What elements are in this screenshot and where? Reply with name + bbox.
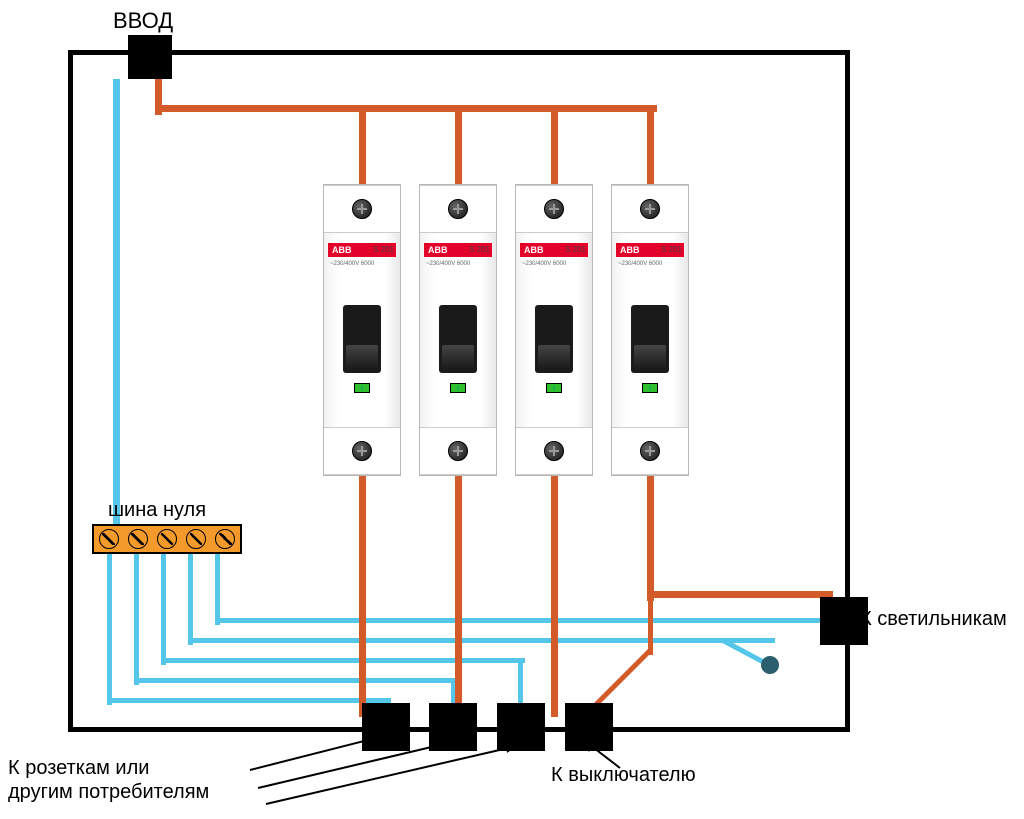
- label-lights: К светильникам: [860, 607, 1007, 631]
- label-input: ВВОД: [113, 8, 173, 34]
- breaker-status-indicator: [546, 383, 562, 393]
- breaker-status-indicator: [450, 383, 466, 393]
- breaker-toggle-slot[interactable]: [535, 305, 573, 373]
- label-busbar: шина нуля: [108, 498, 206, 522]
- label-sockets: К розеткам или другим потребителям: [8, 756, 209, 804]
- breaker-model-label: S 201: [565, 245, 586, 254]
- circuit-breaker-4[interactable]: ABBS 201~230/400V 6000: [611, 184, 689, 476]
- circuit-breaker-2[interactable]: ABBS 201~230/400V 6000: [419, 184, 497, 476]
- breaker-model-label: S 201: [373, 245, 394, 254]
- breaker-status-indicator: [642, 383, 658, 393]
- circuit-breaker-3[interactable]: ABBS 201~230/400V 6000: [515, 184, 593, 476]
- breaker-toggle-slot[interactable]: [631, 305, 669, 373]
- neutral-busbar: [92, 524, 242, 554]
- label-switch: К выключателю: [551, 763, 696, 787]
- breaker-model-label: S 201: [661, 245, 682, 254]
- breaker-toggle-slot[interactable]: [439, 305, 477, 373]
- breaker-status-indicator: [354, 383, 370, 393]
- breaker-toggle-slot[interactable]: [343, 305, 381, 373]
- breaker-model-label: S 201: [469, 245, 490, 254]
- circuit-breaker-1[interactable]: ABBS 201~230/400V 6000: [323, 184, 401, 476]
- input-terminal: [128, 35, 172, 79]
